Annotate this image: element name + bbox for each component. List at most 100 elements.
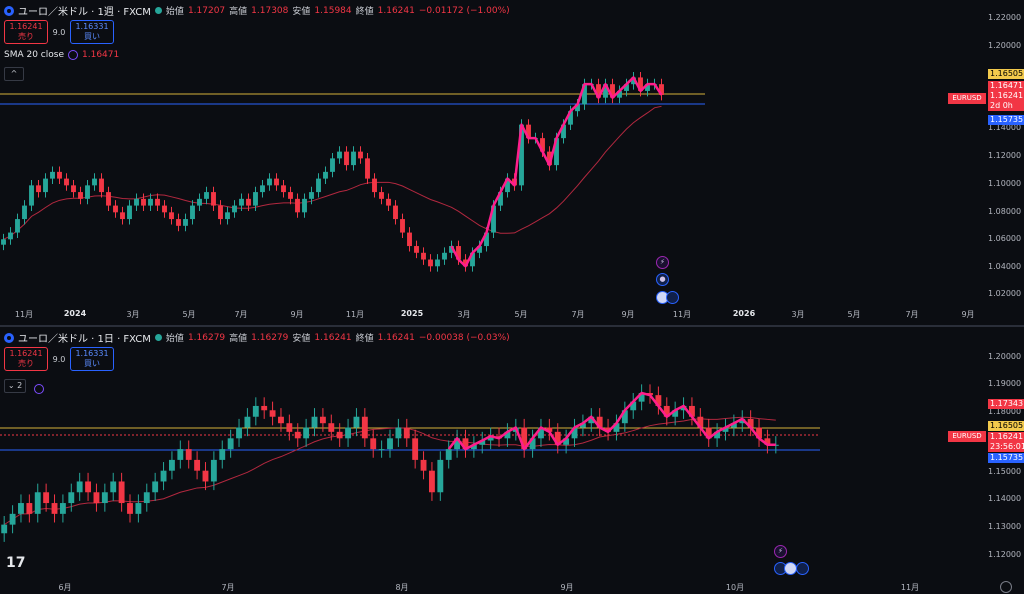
candle-body — [18, 503, 24, 514]
candle-body — [370, 438, 377, 450]
price-axis-label: 1.20000 — [988, 352, 1022, 361]
buy-price: 1.16331 — [75, 22, 109, 31]
collapse-legend-button[interactable]: ⌄ 2 — [4, 379, 26, 393]
candle-body — [631, 77, 636, 85]
close-value: 1.16241 — [377, 332, 415, 343]
spread-value: 9.0 — [52, 27, 66, 37]
indicator-settings-icon[interactable] — [68, 50, 78, 60]
weekly-header: ユーロ／米ドル · 1週 · FXCM 始値 1.17207 高値 1.17308 … — [4, 3, 510, 18]
indicator-settings-icon[interactable] — [34, 384, 44, 394]
candle-body — [538, 427, 544, 439]
candle-body — [194, 459, 201, 471]
candle-body — [59, 503, 66, 514]
candle-body — [113, 205, 118, 213]
sell-button[interactable]: 1.16241 売り — [4, 347, 48, 371]
candle-body — [85, 481, 91, 493]
weekly-trade-box: 1.16241 売り 9.0 1.16331 買い — [4, 20, 114, 44]
sell-button[interactable]: 1.16241 売り — [4, 20, 48, 44]
candle-body — [311, 416, 318, 428]
daily-symbol-title[interactable]: ユーロ／米ドル · 1日 · FXCM — [18, 334, 151, 345]
candle-body — [57, 171, 62, 179]
buy-button[interactable]: 1.16331 買い — [70, 20, 114, 44]
candle-body — [547, 151, 552, 166]
weekly-symbol-title[interactable]: ユーロ／米ドル · 1週 · FXCM — [18, 7, 151, 18]
change-value: −0.00038 (−0.03%) — [418, 332, 510, 343]
event-lightning-icon[interactable]: ⚡ — [656, 256, 669, 269]
last-price-tag: 1.16241 — [988, 432, 1024, 442]
candle-body — [50, 171, 55, 179]
candle-body — [624, 84, 629, 91]
time-axis-label: 11月 — [345, 310, 365, 319]
candle-body — [365, 158, 370, 179]
candle-body — [462, 438, 469, 450]
weekly-chart-canvas[interactable] — [0, 0, 1024, 325]
candle-body — [456, 246, 461, 260]
candle-body — [621, 410, 628, 424]
candle-body — [127, 503, 133, 514]
close-label: 終値 — [355, 7, 374, 17]
time-axis-label: 3月 — [126, 310, 140, 319]
event-news-icon[interactable]: ● — [656, 273, 669, 286]
candle-body — [714, 431, 721, 439]
level-a-tag: 1.17343 — [988, 399, 1024, 409]
event-news-icon-2[interactable] — [666, 291, 679, 304]
candle-body — [162, 205, 167, 213]
candle-body — [260, 185, 265, 193]
candle-body — [64, 178, 69, 186]
candle-body — [470, 444, 477, 450]
candle-body — [429, 470, 435, 493]
daily-chart-canvas[interactable] — [0, 327, 1024, 594]
sma-name: SMA 20 close — [4, 50, 64, 60]
time-axis-label: 5月 — [182, 310, 196, 319]
weekly-chart-pane[interactable]: ユーロ／米ドル · 1週 · FXCM 始値 1.17207 高値 1.17308 … — [0, 0, 1024, 325]
candle-body — [561, 124, 566, 139]
candle-body — [379, 192, 384, 199]
candle-body — [579, 423, 586, 428]
sma-indicator-legend[interactable]: SMA 20 close 1.16471 — [4, 50, 119, 60]
price-axis-label: 1.02000 — [988, 289, 1022, 298]
daily-chart-pane[interactable]: ユーロ／米ドル · 1日 · FXCM 始値 1.16279 高値 1.16279 … — [0, 327, 1024, 594]
tradingview-logo[interactable]: 17 — [6, 555, 26, 571]
buy-button[interactable]: 1.16331 買い — [70, 347, 114, 371]
candle-body — [106, 192, 111, 206]
indicator-settings[interactable] — [34, 379, 44, 398]
collapse-legend-button[interactable]: ^ — [4, 67, 24, 81]
candle-body — [101, 492, 108, 504]
price-axis-label: 1.22000 — [988, 13, 1022, 22]
event-lightning-icon[interactable]: ⚡ — [774, 545, 787, 558]
candle-body — [227, 438, 234, 450]
price-axis-label: 1.18000 — [988, 407, 1022, 416]
candle-body — [330, 158, 335, 172]
candle-body — [605, 427, 611, 432]
sell-price: 1.16241 — [9, 22, 43, 31]
candle-body — [316, 178, 321, 193]
candle-body — [336, 431, 343, 439]
open-label: 始値 — [165, 334, 184, 344]
high-value: 1.16279 — [251, 332, 289, 343]
candle-body — [568, 111, 573, 125]
candle-body — [445, 449, 452, 460]
candle-body — [295, 198, 300, 213]
price-axis-label: 1.14000 — [988, 123, 1022, 132]
candle-body — [288, 192, 293, 199]
candle-body — [521, 427, 528, 450]
pane-divider[interactable] — [0, 325, 1024, 327]
time-axis-label: 7月 — [221, 583, 235, 592]
candle-body — [78, 192, 83, 199]
candle-body — [143, 492, 150, 504]
candle-body — [697, 416, 704, 428]
candle-body — [15, 219, 20, 233]
candle-body — [9, 513, 16, 525]
candle-body — [261, 405, 268, 411]
candle-body — [435, 259, 440, 267]
candle-body — [120, 212, 125, 220]
daily-header: ユーロ／米ドル · 1日 · FXCM 始値 1.16279 高値 1.16279 … — [4, 330, 510, 345]
event-news-icon-2[interactable] — [796, 562, 809, 575]
candle-body — [286, 423, 293, 432]
time-axis-label: 6月 — [58, 583, 72, 592]
candle-body — [118, 481, 125, 504]
chart-settings-icon[interactable] — [1000, 581, 1012, 593]
candle-body — [659, 84, 664, 95]
candle-body — [395, 427, 402, 439]
candle-body — [85, 185, 90, 199]
